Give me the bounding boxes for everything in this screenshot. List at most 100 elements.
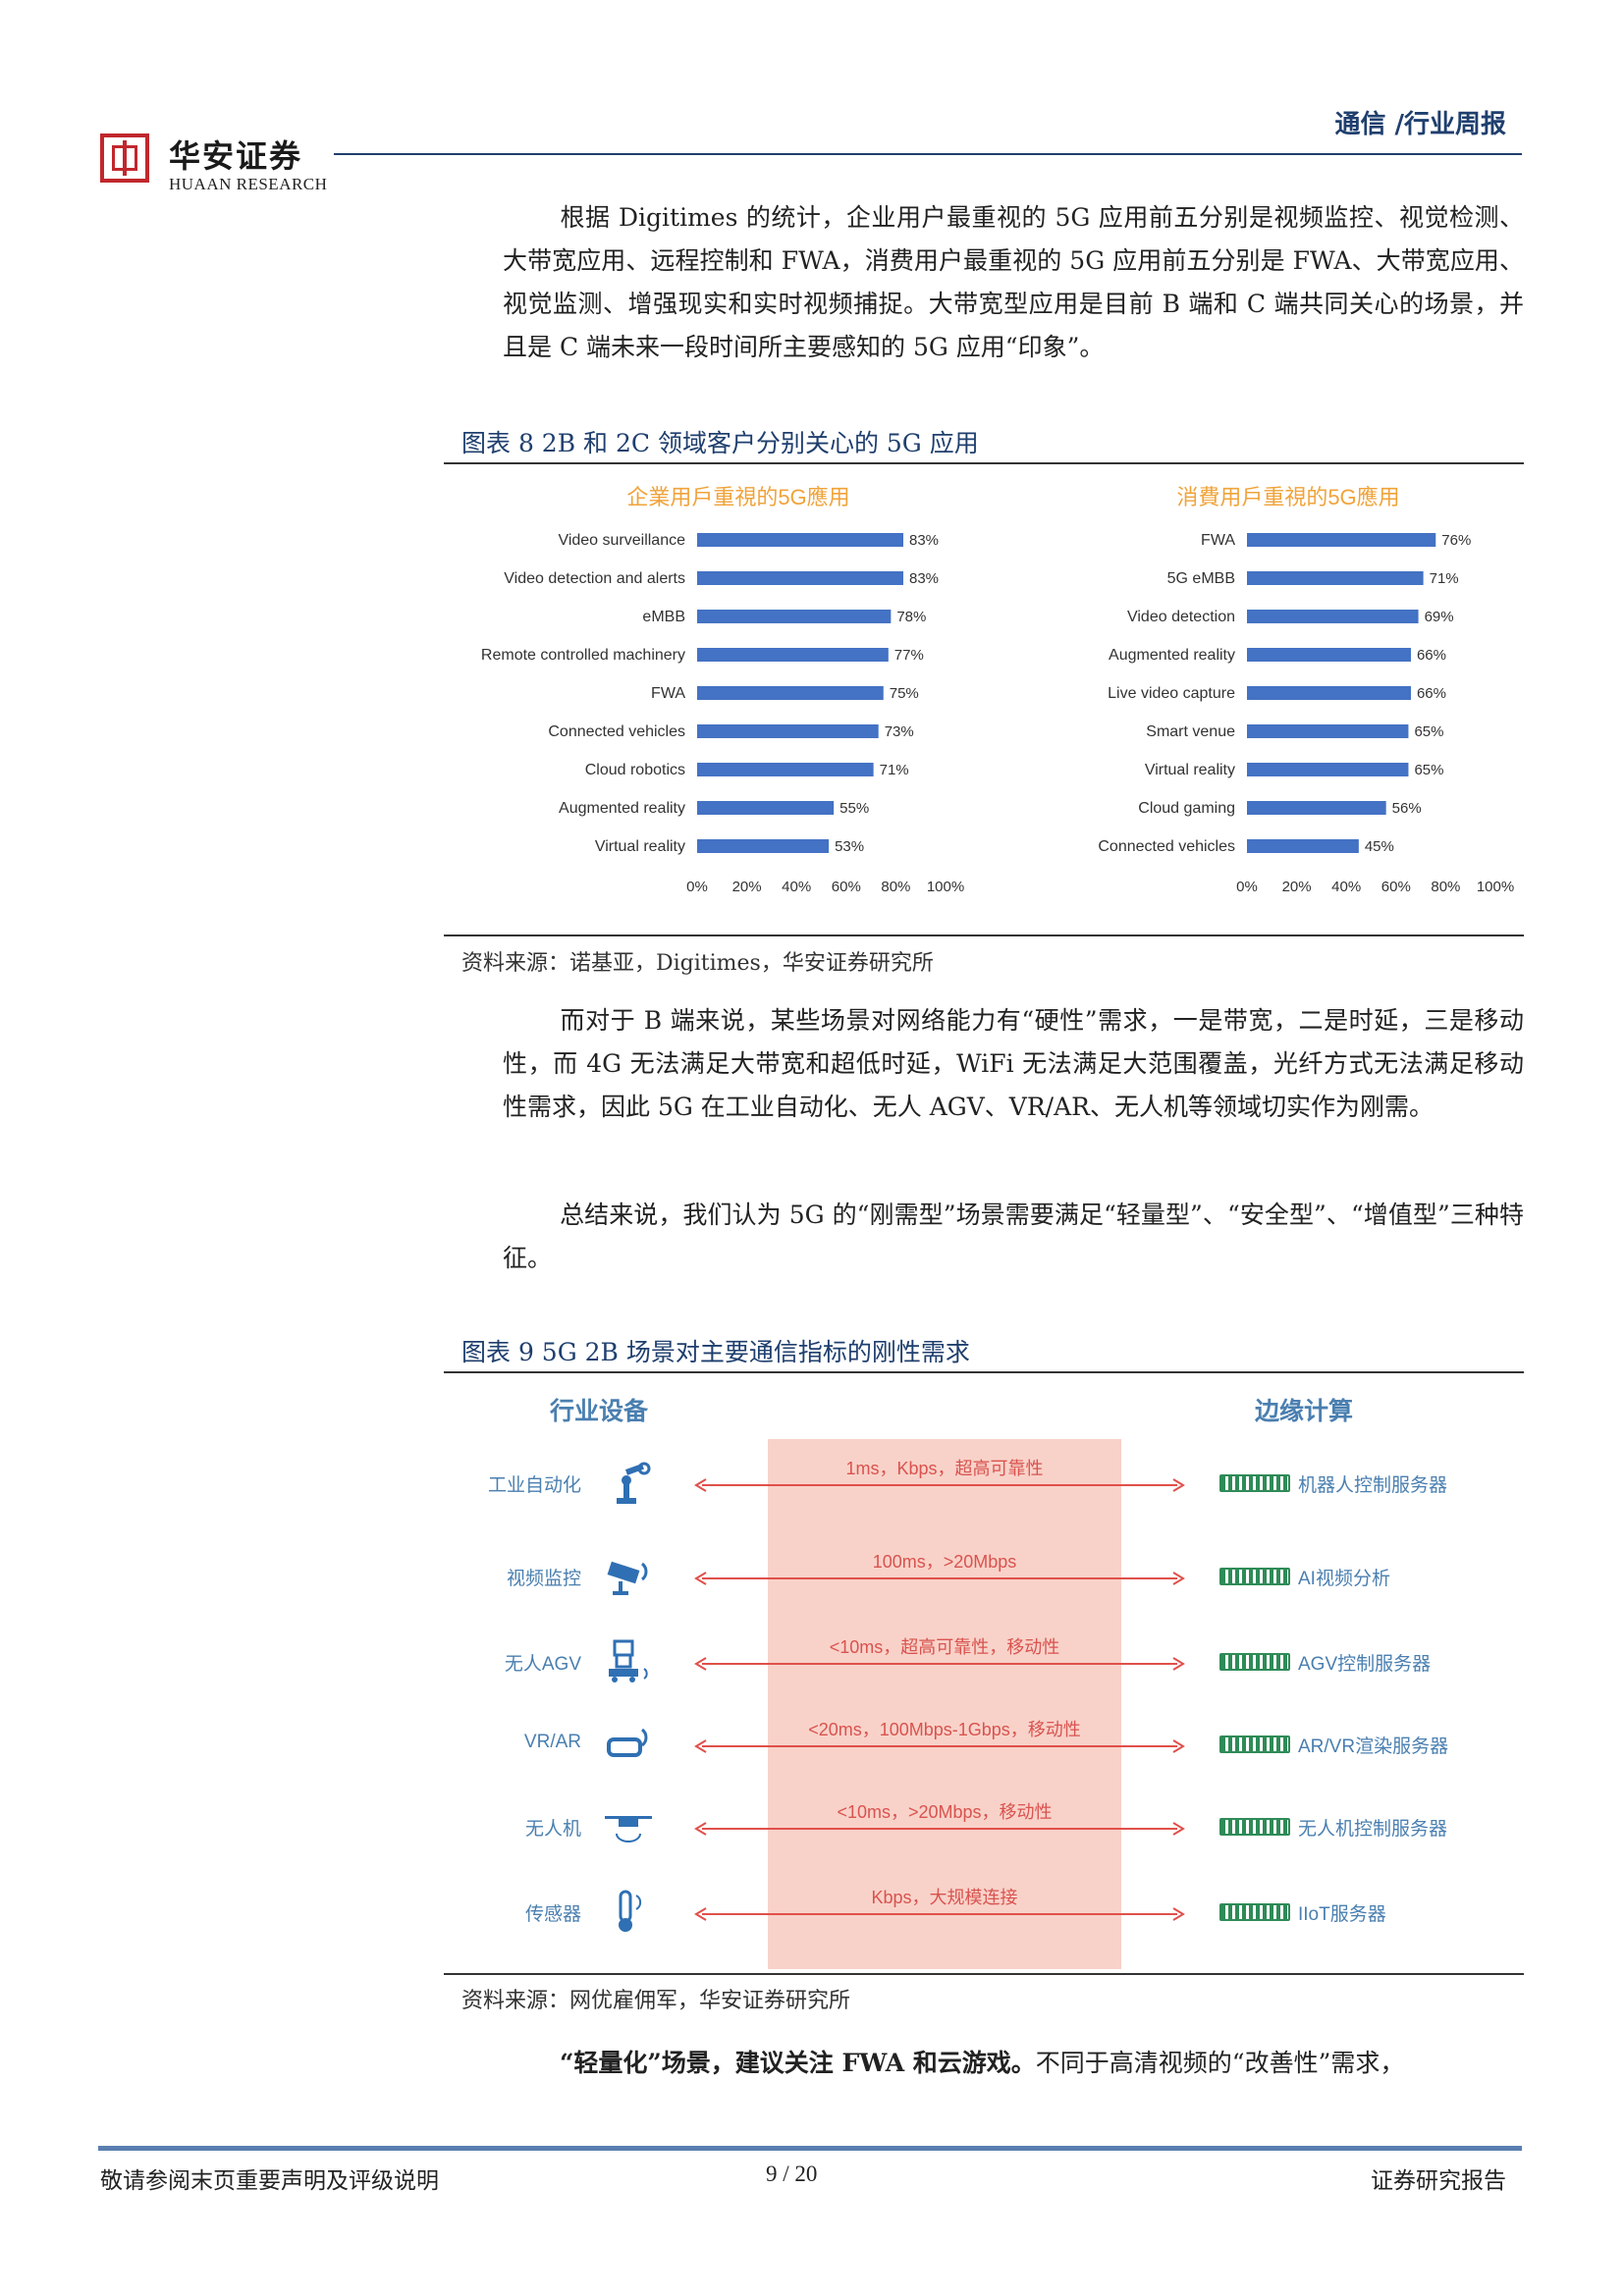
x-tick-label: 60%: [1381, 879, 1411, 895]
x-tick-label: 20%: [1282, 879, 1312, 895]
figure-8-caption: 图表 8 2B 和 2C 领域客户分别关心的 5G 应用: [461, 429, 979, 457]
requirement-label: <20ms，100Mbps-1Gbps，移动性: [808, 1720, 1081, 1739]
diagram-row: 视频监控 100ms，>20Mbps AI视频分析: [444, 1546, 1524, 1605]
chart-title: 消費用戶重視的5G應用: [1176, 485, 1399, 509]
paragraph-4: “轻量化”场景，建议关注 FWA 和云游戏。不同于高清视频的“改善性”需求，: [503, 2042, 1524, 2085]
value-label: 65%: [1414, 762, 1443, 778]
requirement-label: 1ms，Kbps，超高可靠性: [845, 1459, 1044, 1478]
paragraph-4-bold: “轻量化”场景，建议关注 FWA 和云游戏。: [560, 2049, 1036, 2077]
server-icon: [1219, 1653, 1290, 1671]
double-arrow-icon: [694, 1739, 1185, 1753]
camera-icon: [603, 1550, 654, 1601]
category-label: Remote controlled machinery: [481, 647, 685, 664]
double-arrow-icon: [694, 1478, 1185, 1492]
value-label: 55%: [839, 800, 869, 817]
category-label: Cloud gaming: [1138, 800, 1235, 817]
footer-disclaimer: 敬请参阅末页重要声明及评级说明: [100, 2168, 439, 2194]
bar: [1247, 801, 1386, 815]
figure-9-top-rule: [444, 1371, 1524, 1373]
server-icon: [1219, 1818, 1290, 1836]
category-label: Augmented reality: [559, 800, 685, 817]
x-tick-label: 20%: [732, 879, 762, 895]
left-header: 行业设备: [550, 1398, 649, 1425]
bar: [1247, 648, 1411, 662]
figure-9-bottom-rule: [444, 1973, 1524, 1975]
value-label: 53%: [835, 838, 864, 855]
x-tick-label: 0%: [1236, 879, 1258, 895]
double-arrow-icon: [694, 1907, 1185, 1921]
report-category: 通信 /行业周报: [1334, 110, 1506, 139]
requirement-label: Kbps，大规模连接: [871, 1888, 1018, 1907]
paragraph-3: 总结来说，我们认为 5G 的“刚需型”场景需要满足“轻量型”、“安全型”、“增值…: [503, 1194, 1524, 1280]
device-label: 工业自动化: [487, 1475, 581, 1496]
vr-headset-icon: [603, 1718, 654, 1769]
bar: [697, 610, 892, 623]
chart-enterprise: 企業用戶重視的5G應用 Video surveillance 83% Video de…: [481, 485, 964, 895]
device-label: 无人AGV: [504, 1654, 581, 1675]
server-label: AI视频分析: [1298, 1569, 1390, 1589]
diagram-row: VR/AR <20ms，100Mbps-1Gbps，移动性 AR/VR渲染服务器: [444, 1714, 1524, 1773]
bar: [1247, 724, 1409, 738]
bar: [697, 839, 830, 853]
device-label: 传感器: [524, 1904, 581, 1925]
paragraph-3-text: 总结来说，我们认为 5G 的“刚需型”场景需要满足“轻量型”、“安全型”、“增值…: [503, 1201, 1524, 1272]
paragraph-4-text: 不同于高清视频的“改善性”需求，: [1035, 2049, 1405, 2077]
requirement-label: <10ms，>20Mbps，移动性: [837, 1802, 1053, 1822]
figure-9-caption: 图表 9 5G 2B 场景对主要通信指标的刚性需求: [461, 1338, 970, 1366]
bar: [697, 686, 884, 700]
x-tick-label: 80%: [1431, 879, 1460, 895]
figure-9-source: 资料来源：网优雇佣军，华安证券研究所: [461, 1989, 851, 2013]
right-header: 边缘计算: [1255, 1398, 1354, 1425]
diagram-row: 无人机 <10ms，>20Mbps，移动性 无人机控制服务器: [444, 1796, 1524, 1855]
paragraph-1: 根据 Digitimes 的统计，企业用户最重视的 5G 应用前五分别是视频监控…: [503, 196, 1524, 369]
footer-report-type: 证券研究报告: [1371, 2168, 1506, 2194]
bar: [697, 763, 874, 776]
paragraph-2: 而对于 B 端来说，某些场景对网络能力有“硬性”需求，一是带宽，二是时延，三是移…: [503, 999, 1524, 1129]
value-label: 45%: [1365, 838, 1394, 855]
x-tick-label: 0%: [686, 879, 708, 895]
x-tick-label: 40%: [1331, 879, 1361, 895]
category-label: FWA: [1201, 532, 1235, 549]
server-icon: [1219, 1735, 1290, 1753]
bar: [1247, 839, 1359, 853]
category-label: FWA: [651, 685, 685, 702]
brand-name-en: HUAAN RESEARCH: [169, 175, 328, 193]
figure-9-diagram: 行业设备 边缘计算 工业自动化 1ms，Kbps，超高可靠性 机器人控制服务器 视频监…: [444, 1374, 1524, 1973]
server-label: AR/VR渲染服务器: [1298, 1736, 1449, 1757]
server-icon: [1219, 1568, 1290, 1585]
page-number: 9 / 20: [766, 2162, 818, 2186]
x-tick-label: 100%: [927, 879, 964, 895]
requirement-label: <10ms，超高可靠性，移动性: [829, 1637, 1060, 1657]
bar: [1247, 533, 1436, 547]
value-label: 75%: [890, 685, 919, 702]
value-label: 69%: [1425, 609, 1454, 625]
x-tick-label: 40%: [782, 879, 811, 895]
figure-8-bottom-rule: [444, 934, 1524, 936]
paragraph-2-text: 而对于 B 端来说，某些场景对网络能力有“硬性”需求，一是带宽，二是时延，三是移…: [503, 1006, 1524, 1121]
bar: [697, 724, 879, 738]
x-tick-label: 60%: [832, 879, 861, 895]
paragraph-1-text: 根据 Digitimes 的统计，企业用户最重视的 5G 应用前五分别是视频监控…: [503, 203, 1524, 361]
category-label: Cloud robotics: [585, 762, 685, 778]
value-label: 78%: [896, 609, 926, 625]
bar: [1247, 571, 1424, 585]
bar: [1247, 610, 1419, 623]
double-arrow-icon: [694, 1657, 1185, 1671]
requirement-label: 100ms，>20Mbps: [872, 1552, 1017, 1572]
server-label: 机器人控制服务器: [1298, 1475, 1448, 1496]
brand-name-cn: 华安证券: [169, 137, 303, 175]
bar: [697, 648, 889, 662]
category-label: Video surveillance: [558, 532, 685, 549]
bar: [697, 571, 903, 585]
diagram-row: 传感器 Kbps，大规模连接 IIoT服务器: [444, 1882, 1524, 1941]
drone-icon: [603, 1800, 654, 1851]
value-label: 71%: [880, 762, 909, 778]
value-label: 76%: [1441, 532, 1471, 549]
category-label: Virtual reality: [595, 838, 685, 855]
value-label: 56%: [1392, 800, 1422, 817]
agv-icon: [603, 1635, 654, 1686]
device-label: VR/AR: [523, 1732, 581, 1752]
category-label: Connected vehicles: [548, 723, 685, 740]
chart-title: 企業用戶重視的5G應用: [626, 485, 849, 509]
server-label: AGV控制服务器: [1298, 1654, 1432, 1675]
